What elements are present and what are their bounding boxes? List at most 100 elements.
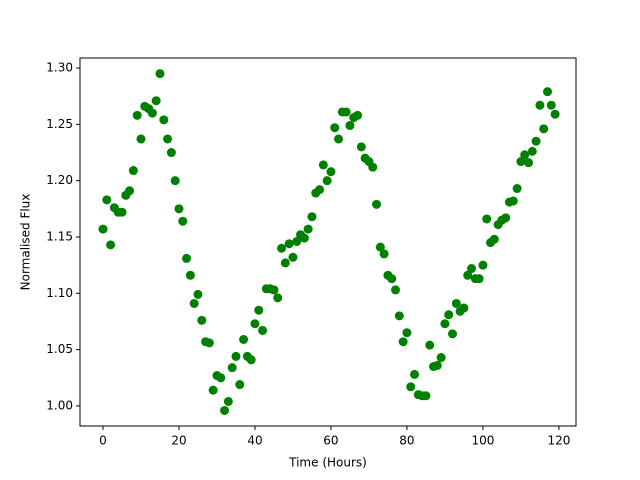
point: [216, 373, 226, 383]
point: [159, 115, 169, 125]
x-tick-label: 80: [399, 434, 414, 448]
point: [356, 142, 366, 152]
point: [284, 239, 294, 249]
point: [410, 369, 420, 379]
point: [128, 166, 138, 176]
point: [543, 87, 553, 97]
point: [125, 186, 135, 196]
point: [178, 216, 188, 226]
point: [315, 185, 325, 195]
point: [273, 293, 283, 303]
point: [280, 258, 290, 268]
point: [326, 167, 336, 177]
point: [440, 319, 450, 329]
point: [166, 148, 176, 158]
point: [185, 270, 195, 280]
point: [463, 270, 473, 280]
point: [170, 176, 180, 186]
point: [425, 340, 435, 350]
point: [117, 207, 127, 217]
point: [379, 249, 389, 259]
point: [98, 224, 108, 234]
point: [368, 162, 378, 172]
point: [258, 325, 268, 335]
point: [106, 240, 116, 250]
point: [489, 234, 499, 244]
point: [402, 328, 412, 338]
point: [204, 338, 214, 348]
y-tick-label: 1.15: [46, 229, 73, 243]
point: [292, 236, 302, 246]
point: [520, 150, 530, 160]
point: [512, 184, 522, 194]
point: [235, 380, 245, 390]
point: [421, 391, 431, 401]
point: [147, 108, 157, 118]
point: [539, 124, 549, 134]
point: [451, 298, 461, 308]
y-tick-label: 1.00: [46, 398, 73, 412]
y-tick-label: 1.20: [46, 173, 73, 187]
point: [322, 176, 332, 186]
point: [527, 146, 537, 156]
point: [535, 100, 545, 110]
point: [550, 109, 560, 119]
point: [318, 160, 328, 170]
point: [303, 224, 313, 234]
point: [231, 351, 241, 361]
point: [448, 329, 458, 339]
y-axis-label: Normalised Flux: [19, 194, 33, 291]
y-tick-label: 1.05: [46, 342, 73, 356]
x-tick-label: 100: [471, 434, 494, 448]
point: [208, 385, 218, 395]
point: [341, 107, 351, 117]
point: [459, 303, 469, 313]
point: [250, 319, 260, 329]
point: [182, 253, 192, 263]
point: [277, 243, 287, 253]
point: [467, 264, 477, 274]
x-axis-label: Time (Hours): [288, 456, 367, 470]
point: [474, 274, 484, 284]
point: [246, 355, 256, 365]
point: [223, 396, 233, 406]
point: [508, 196, 518, 206]
y-tick-label: 1.25: [46, 117, 73, 131]
point: [398, 337, 408, 347]
point: [524, 158, 534, 168]
point: [193, 289, 203, 299]
x-tick-label: 120: [547, 434, 570, 448]
point: [516, 157, 526, 167]
point: [444, 310, 454, 320]
point: [269, 285, 279, 295]
point: [531, 136, 541, 146]
point: [174, 204, 184, 214]
point: [136, 134, 146, 144]
point: [478, 260, 488, 270]
y-tick-label: 1.10: [46, 286, 73, 300]
point: [227, 363, 237, 373]
point: [432, 360, 442, 370]
point: [132, 110, 142, 120]
point: [436, 353, 446, 363]
point: [330, 123, 340, 133]
point: [345, 120, 355, 130]
point: [151, 96, 161, 106]
x-tick-label: 40: [247, 434, 262, 448]
point: [102, 195, 112, 205]
point: [254, 305, 264, 315]
point: [189, 298, 199, 308]
point: [482, 214, 492, 224]
point: [334, 134, 344, 144]
point: [546, 100, 556, 110]
point: [155, 69, 165, 79]
x-tick-label: 0: [99, 434, 107, 448]
x-tick-label: 60: [323, 434, 338, 448]
point: [391, 285, 401, 295]
point: [163, 134, 173, 144]
point: [375, 242, 385, 252]
y-tick-label: 1.30: [46, 61, 73, 75]
point: [372, 199, 382, 209]
